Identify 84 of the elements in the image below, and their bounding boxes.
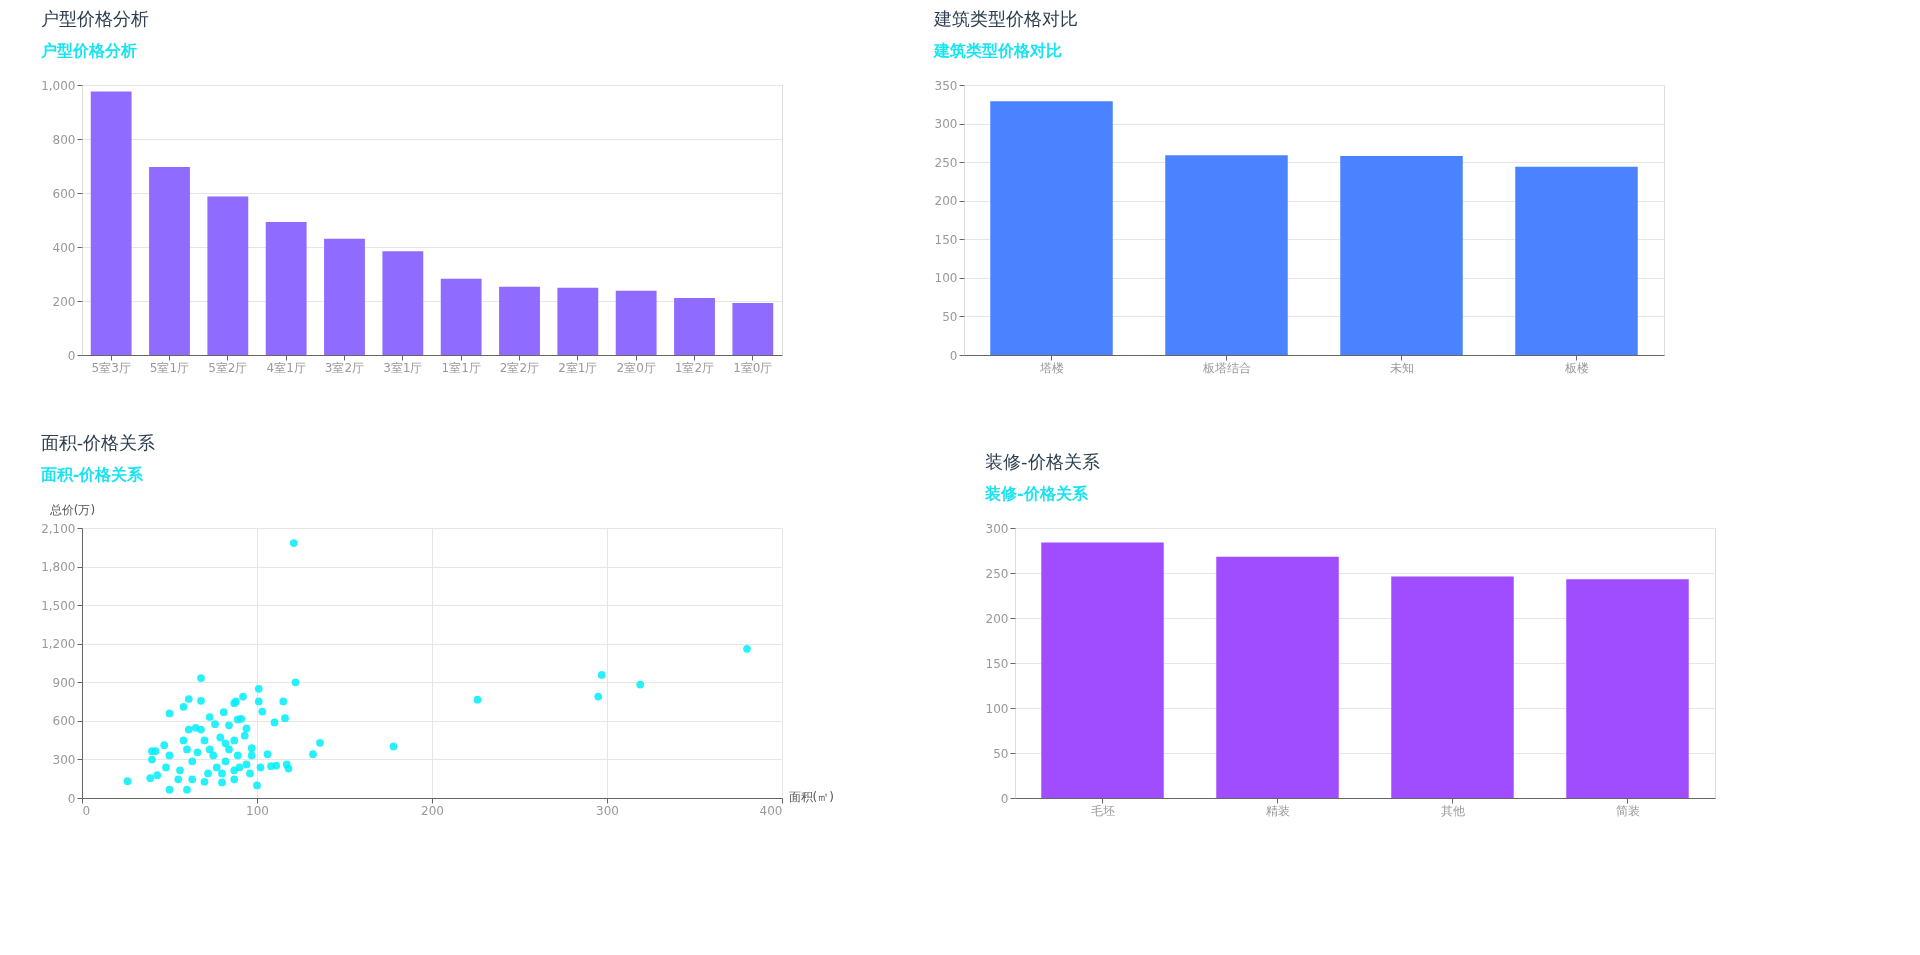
x-tick-label: 100 xyxy=(246,803,269,818)
x-tick-label: 1室2厅 xyxy=(674,360,715,375)
y-tick-label: 300 xyxy=(52,752,76,767)
y-tick-label: 600 xyxy=(52,714,76,729)
y-tick-label: 1,000 xyxy=(41,78,76,93)
x-tick-label: 2室1厅 xyxy=(558,360,598,375)
x-axis-title: 面积(㎡) xyxy=(788,789,834,804)
x-tick-label: 400 xyxy=(759,803,783,818)
x-tick-label: 1室1厅 xyxy=(441,360,481,375)
y-tick-label: 200 xyxy=(934,194,958,209)
x-tick-label: 0 xyxy=(82,803,91,818)
bar xyxy=(1515,166,1638,355)
x-tick-label: 未知 xyxy=(1389,360,1414,375)
bar xyxy=(557,287,599,355)
x-tick-label: 200 xyxy=(421,803,444,818)
x-tick-label: 300 xyxy=(596,803,619,818)
chart-title: 装修-价格关系 xyxy=(985,451,1100,472)
y-tick-label: 1,800 xyxy=(41,560,76,575)
x-tick-label: 精装 xyxy=(1265,803,1290,818)
y-axis-title: 总价(万) xyxy=(48,502,96,517)
y-tick-label: 200 xyxy=(985,611,1009,626)
bar xyxy=(1340,155,1463,355)
y-tick-label: 0 xyxy=(67,348,76,363)
x-tick-label: 3室1厅 xyxy=(383,360,423,375)
y-tick-label: 1,500 xyxy=(41,598,76,613)
bar xyxy=(1041,542,1164,798)
bar xyxy=(1165,155,1288,355)
y-tick-label: 50 xyxy=(993,746,1009,761)
bar xyxy=(207,196,249,355)
y-tick-label: 1,200 xyxy=(41,637,76,652)
x-tick-label: 5室2厅 xyxy=(208,360,248,375)
chart-title: 面积-价格关系 xyxy=(40,432,156,453)
x-tick-label: 毛坯 xyxy=(1090,803,1115,818)
y-tick-label: 2,100 xyxy=(41,521,76,536)
chart-title: 户型价格分析 xyxy=(40,8,149,29)
x-tick-label: 塔楼 xyxy=(1038,360,1064,375)
bar xyxy=(440,278,482,355)
chart-subtitle: 装修-价格关系 xyxy=(984,484,1089,503)
y-tick-label: 0 xyxy=(1000,791,1009,806)
bar xyxy=(1216,556,1339,798)
y-tick-label: 0 xyxy=(67,791,76,806)
y-tick-label: 800 xyxy=(52,132,76,147)
x-tick-label: 1室0厅 xyxy=(733,360,773,375)
x-tick-label: 板楼 xyxy=(1563,360,1589,375)
x-tick-label: 5室1厅 xyxy=(149,360,190,375)
bar xyxy=(90,91,132,355)
bar xyxy=(990,101,1113,355)
x-tick-label: 4室1厅 xyxy=(266,360,306,375)
chart-subtitle: 户型价格分析 xyxy=(39,41,137,60)
y-tick-label: 150 xyxy=(934,232,958,247)
bar xyxy=(1566,579,1689,798)
chart-subtitle: 面积-价格关系 xyxy=(39,465,145,484)
y-tick-label: 600 xyxy=(52,186,76,201)
bar xyxy=(324,238,365,355)
bar xyxy=(382,251,424,355)
chart-title: 建筑类型价格对比 xyxy=(933,8,1079,29)
y-tick-label: 350 xyxy=(934,78,958,93)
bar xyxy=(615,290,657,355)
x-tick-label: 简装 xyxy=(1615,803,1640,818)
x-tick-label: 2室2厅 xyxy=(499,360,540,375)
bar xyxy=(499,286,540,355)
bar xyxy=(1391,576,1514,798)
bar xyxy=(674,298,715,355)
y-tick-label: 100 xyxy=(934,271,958,286)
bar xyxy=(732,302,774,355)
y-tick-label: 250 xyxy=(934,155,958,170)
y-tick-label: 400 xyxy=(52,240,76,255)
y-tick-label: 100 xyxy=(985,701,1009,716)
x-tick-label: 5室3厅 xyxy=(91,360,131,375)
x-tick-label: 板塔结合 xyxy=(1201,360,1251,375)
y-tick-label: 150 xyxy=(985,656,1009,671)
bar xyxy=(149,167,190,355)
x-tick-label: 2室0厅 xyxy=(616,360,656,375)
y-tick-label: 300 xyxy=(985,521,1009,536)
y-tick-label: 0 xyxy=(949,348,958,363)
x-tick-label: 其他 xyxy=(1440,803,1465,818)
bar xyxy=(265,221,307,355)
chart-subtitle: 建筑类型价格对比 xyxy=(932,41,1063,60)
x-tick-label: 3室2厅 xyxy=(324,360,365,375)
y-tick-label: 900 xyxy=(52,675,76,690)
y-tick-label: 50 xyxy=(942,309,958,324)
y-tick-label: 200 xyxy=(52,294,76,309)
y-tick-label: 300 xyxy=(934,117,958,132)
y-tick-label: 250 xyxy=(985,566,1009,581)
